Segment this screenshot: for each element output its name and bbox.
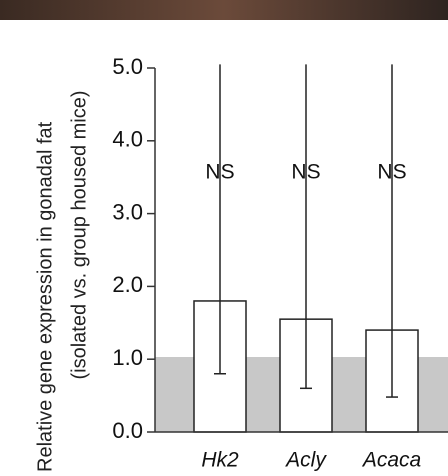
x-tick-label: Hk2: [201, 449, 239, 472]
annotation: NS: [291, 161, 320, 184]
annotation: NS: [205, 161, 234, 184]
photo-strip: [0, 0, 448, 20]
y-tick-label: 5.0: [112, 54, 143, 79]
x-tick-label: Acly: [284, 449, 327, 472]
y-axis-label: (isolated vs. group housed mice): [68, 90, 90, 379]
y-tick-label: 4.0: [112, 127, 143, 152]
y-tick-label: 0.0: [112, 418, 143, 443]
y-tick-label: 3.0: [112, 199, 143, 224]
x-tick-label: Acaca: [361, 449, 421, 472]
y-tick-label: 2.0: [112, 272, 143, 297]
y-axis-label: Relative gene expression in gonadal fat: [34, 121, 56, 472]
y-tick-label: 1.0: [112, 345, 143, 370]
annotation: NS: [377, 161, 406, 184]
